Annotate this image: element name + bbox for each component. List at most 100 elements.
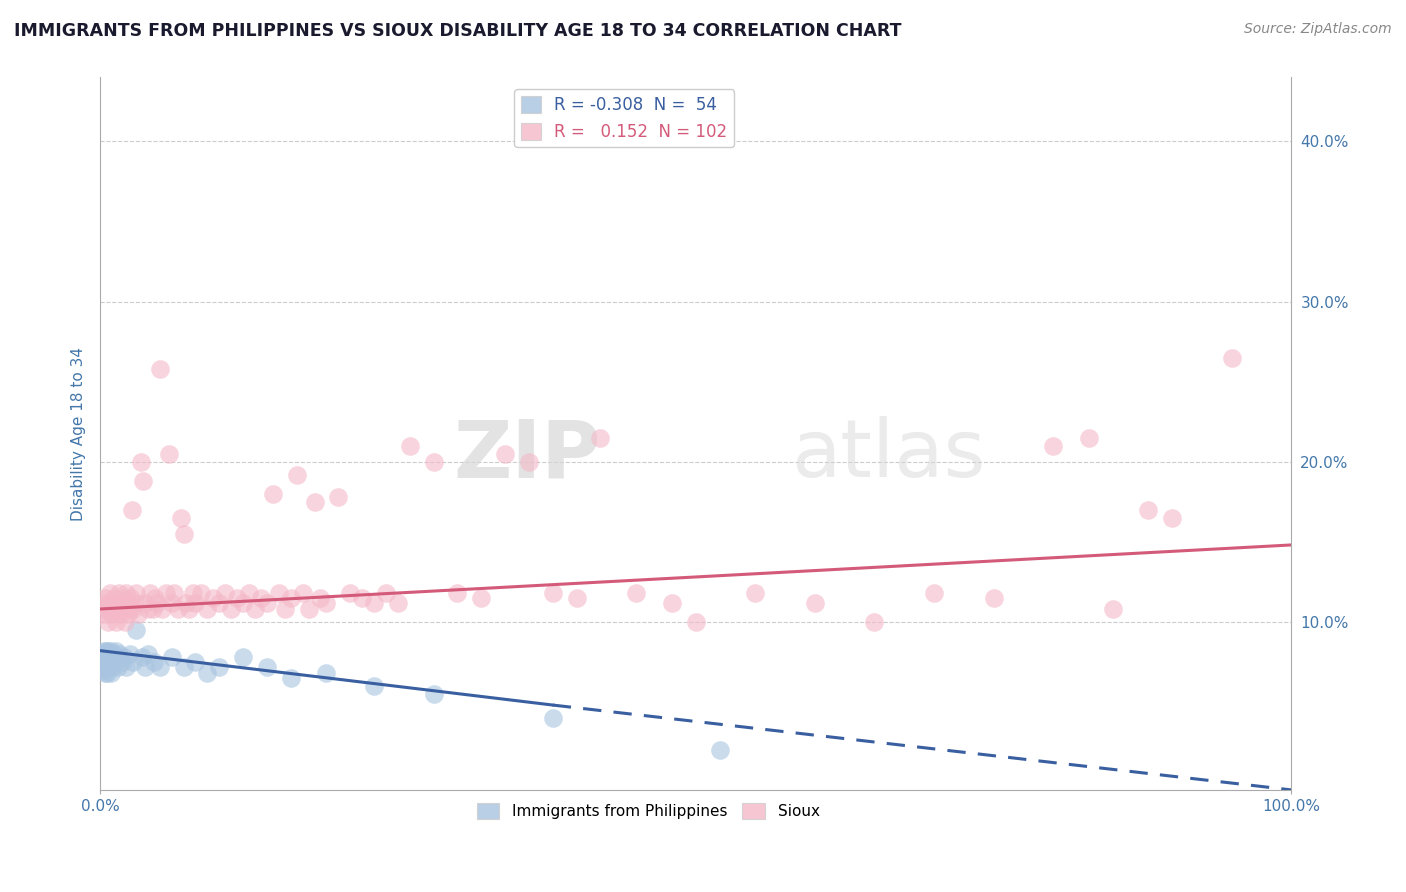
- Point: [94, 647, 117, 661]
- Point: [181, 586, 204, 600]
- Point: [115, 586, 138, 600]
- Point: [143, 591, 166, 605]
- Point: [90, 647, 112, 661]
- Point: [328, 490, 350, 504]
- Point: [105, 650, 128, 665]
- Point: [125, 623, 148, 637]
- Point: [94, 666, 117, 681]
- Point: [422, 455, 444, 469]
- Point: [107, 602, 129, 616]
- Point: [1161, 510, 1184, 524]
- Point: [624, 586, 647, 600]
- Point: [103, 647, 125, 661]
- Point: [93, 663, 115, 677]
- Point: [94, 650, 117, 665]
- Point: [157, 447, 180, 461]
- Point: [363, 596, 385, 610]
- Point: [142, 655, 165, 669]
- Point: [170, 510, 193, 524]
- Point: [103, 655, 125, 669]
- Point: [100, 607, 122, 621]
- Point: [96, 596, 118, 610]
- Point: [118, 596, 141, 610]
- Point: [118, 602, 141, 616]
- Point: [422, 687, 444, 701]
- Point: [494, 447, 516, 461]
- Point: [96, 666, 118, 681]
- Point: [100, 666, 122, 681]
- Point: [267, 586, 290, 600]
- Point: [195, 666, 218, 681]
- Point: [149, 659, 172, 673]
- Point: [98, 647, 121, 661]
- Point: [983, 591, 1005, 605]
- Point: [108, 647, 131, 661]
- Point: [173, 659, 195, 673]
- Point: [517, 455, 540, 469]
- Point: [134, 596, 156, 610]
- Point: [91, 599, 114, 613]
- Point: [115, 659, 138, 673]
- Point: [315, 666, 337, 681]
- Point: [446, 586, 468, 600]
- Point: [238, 586, 260, 600]
- Point: [101, 650, 124, 665]
- Point: [108, 586, 131, 600]
- Point: [129, 455, 152, 469]
- Point: [363, 679, 385, 693]
- Point: [97, 615, 120, 629]
- Point: [179, 602, 201, 616]
- Point: [398, 439, 420, 453]
- Point: [174, 596, 197, 610]
- Point: [94, 643, 117, 657]
- Point: [139, 586, 162, 600]
- Point: [1137, 502, 1160, 516]
- Point: [101, 659, 124, 673]
- Point: [541, 711, 564, 725]
- Point: [166, 602, 188, 616]
- Point: [744, 586, 766, 600]
- Point: [93, 643, 115, 657]
- Point: [184, 655, 207, 669]
- Text: IMMIGRANTS FROM PHILIPPINES VS SIOUX DISABILITY AGE 18 TO 34 CORRELATION CHART: IMMIGRANTS FROM PHILIPPINES VS SIOUX DIS…: [14, 22, 901, 40]
- Point: [122, 655, 145, 669]
- Point: [232, 596, 254, 610]
- Point: [285, 467, 308, 482]
- Point: [149, 361, 172, 376]
- Point: [98, 655, 121, 669]
- Point: [141, 602, 163, 616]
- Text: ZIP: ZIP: [453, 416, 600, 494]
- Point: [541, 586, 564, 600]
- Point: [1042, 439, 1064, 453]
- Point: [110, 607, 132, 621]
- Point: [107, 659, 129, 673]
- Point: [219, 602, 242, 616]
- Point: [202, 591, 225, 605]
- Point: [387, 596, 409, 610]
- Point: [111, 602, 134, 616]
- Point: [214, 586, 236, 600]
- Point: [470, 591, 492, 605]
- Point: [1101, 602, 1123, 616]
- Point: [110, 596, 132, 610]
- Point: [96, 655, 118, 669]
- Point: [132, 474, 155, 488]
- Point: [150, 602, 173, 616]
- Point: [1220, 351, 1243, 365]
- Point: [112, 591, 135, 605]
- Y-axis label: Disability Age 18 to 34: Disability Age 18 to 34: [72, 347, 86, 521]
- Point: [103, 602, 125, 616]
- Point: [190, 586, 212, 600]
- Point: [91, 655, 114, 669]
- Point: [160, 650, 183, 665]
- Point: [339, 586, 361, 600]
- Point: [256, 659, 278, 673]
- Point: [105, 596, 128, 610]
- Point: [309, 591, 332, 605]
- Point: [208, 596, 231, 610]
- Point: [117, 607, 139, 621]
- Point: [136, 602, 159, 616]
- Point: [97, 659, 120, 673]
- Point: [863, 615, 886, 629]
- Point: [120, 591, 142, 605]
